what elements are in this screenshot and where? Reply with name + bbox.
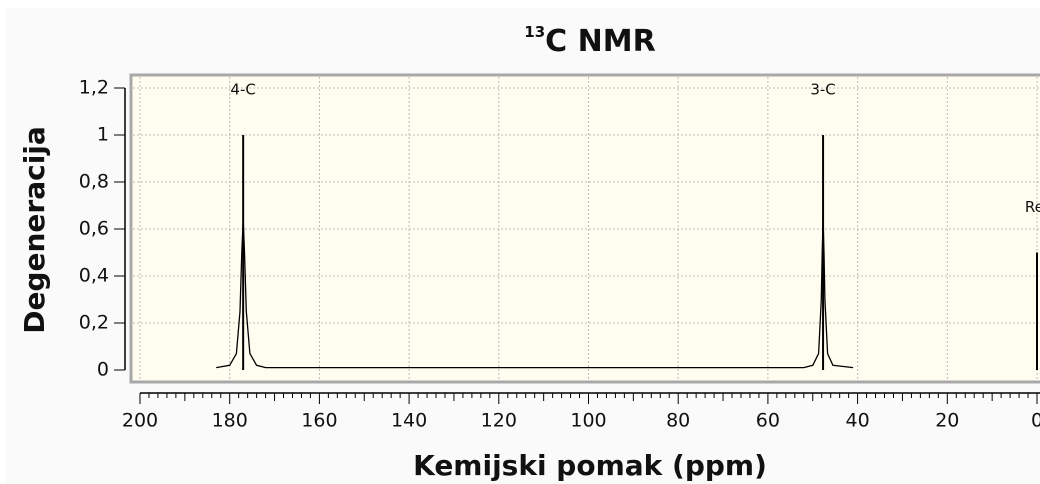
y-tick-label: 0 — [97, 359, 109, 381]
y-tick-label: 0,8 — [79, 171, 109, 193]
peak-label: Ref — [1025, 198, 1040, 216]
y-tick-label: 0,2 — [79, 312, 109, 334]
chart-title: 13C NMR — [524, 23, 655, 59]
title-superscript: 13 — [524, 23, 545, 41]
x-tick-label: 140 — [391, 410, 427, 432]
title-text: C NMR — [545, 24, 656, 59]
y-tick-label: 1 — [97, 124, 109, 146]
y-axis-label: Degeneracija — [18, 126, 51, 334]
x-tick-label: 0 — [1031, 410, 1040, 432]
x-tick-label: 120 — [481, 410, 517, 432]
x-tick-label: 180 — [212, 410, 248, 432]
peak-label: 3-C — [810, 81, 835, 99]
x-tick-label: 160 — [301, 410, 337, 432]
x-tick-label: 60 — [756, 410, 780, 432]
x-tick-label: 80 — [666, 410, 690, 432]
x-tick-label: 200 — [122, 410, 158, 432]
x-axis-label: Kemijski pomak (ppm) — [413, 449, 767, 482]
x-tick-label: 20 — [935, 410, 959, 432]
y-tick-label: 1,2 — [79, 77, 109, 99]
y-tick-label: 0,4 — [79, 265, 109, 287]
spectrum-line — [216, 219, 854, 369]
y-tick-label: 0,6 — [79, 218, 109, 240]
peak-label: 4-C — [230, 81, 255, 99]
x-tick-label: 40 — [846, 410, 870, 432]
x-tick-label: 100 — [570, 410, 606, 432]
